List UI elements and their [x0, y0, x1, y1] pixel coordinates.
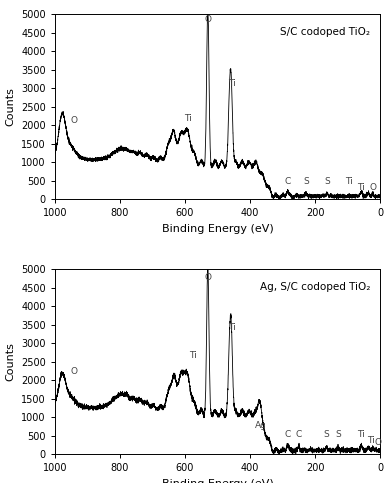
Text: Ti: Ti — [358, 183, 365, 192]
Text: O: O — [204, 14, 211, 24]
Text: Ti: Ti — [358, 429, 365, 439]
Text: Ti: Ti — [367, 436, 374, 445]
Y-axis label: Counts: Counts — [5, 87, 16, 126]
Text: S/C codoped TiO₂: S/C codoped TiO₂ — [281, 28, 370, 37]
Text: Ti: Ti — [228, 323, 236, 332]
Text: O: O — [374, 438, 381, 447]
Text: S: S — [324, 177, 330, 186]
X-axis label: Binding Energy (eV): Binding Energy (eV) — [162, 479, 274, 483]
Text: Ti: Ti — [228, 79, 236, 88]
Text: S: S — [324, 429, 329, 439]
Text: Ag: Ag — [254, 421, 267, 430]
Text: O: O — [369, 183, 376, 192]
Text: C: C — [284, 177, 290, 186]
Text: C: C — [284, 429, 290, 439]
Text: O: O — [71, 116, 78, 125]
Text: S: S — [303, 177, 309, 186]
Text: S: S — [335, 429, 341, 439]
Text: Ag, S/C codoped TiO₂: Ag, S/C codoped TiO₂ — [260, 282, 370, 292]
X-axis label: Binding Energy (eV): Binding Energy (eV) — [162, 224, 274, 234]
Text: Ti: Ti — [189, 351, 197, 360]
Text: Ti: Ti — [345, 177, 353, 186]
Text: C: C — [296, 429, 302, 439]
Y-axis label: Counts: Counts — [5, 342, 16, 381]
Text: O: O — [71, 368, 78, 376]
Text: O: O — [204, 273, 211, 282]
Text: Ti: Ti — [184, 114, 192, 124]
